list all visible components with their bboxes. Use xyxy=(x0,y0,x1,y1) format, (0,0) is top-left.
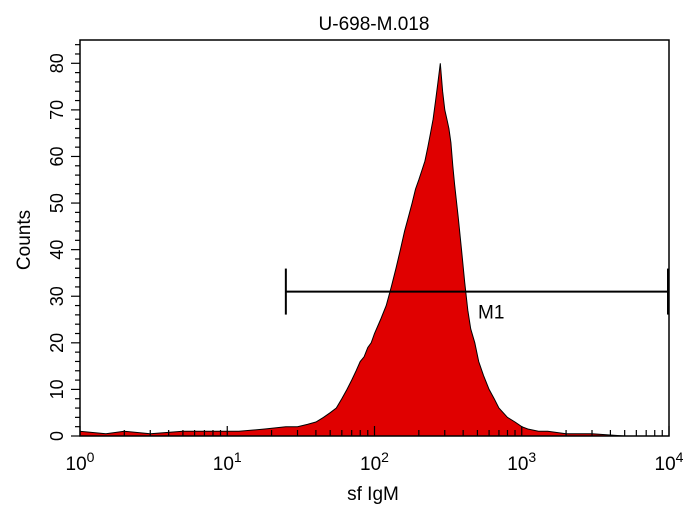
y-axis-label: Counts xyxy=(14,210,35,270)
x-tick-label: 101 xyxy=(213,449,242,475)
x-tick-label: 100 xyxy=(66,449,95,475)
y-tick-label: 30 xyxy=(47,286,67,306)
marker-m1-label: M1 xyxy=(478,303,504,324)
x-axis-label: sf IgM xyxy=(347,484,399,505)
x-tick-label: 104 xyxy=(655,449,684,475)
y-tick-label: 60 xyxy=(47,146,67,166)
x-tick-label: 102 xyxy=(360,449,389,475)
x-tick-label: 103 xyxy=(507,449,536,475)
y-tick-label: 40 xyxy=(47,240,67,260)
y-tick-label: 50 xyxy=(47,193,67,213)
y-tick-label: 10 xyxy=(47,379,67,399)
chart-title: U-698-M.018 xyxy=(319,14,430,35)
histogram-area xyxy=(79,63,669,437)
y-tick-label: 20 xyxy=(47,333,67,353)
y-tick-label: 80 xyxy=(47,53,67,73)
y-tick-label: 0 xyxy=(47,431,67,441)
y-tick-label: 70 xyxy=(47,100,67,120)
